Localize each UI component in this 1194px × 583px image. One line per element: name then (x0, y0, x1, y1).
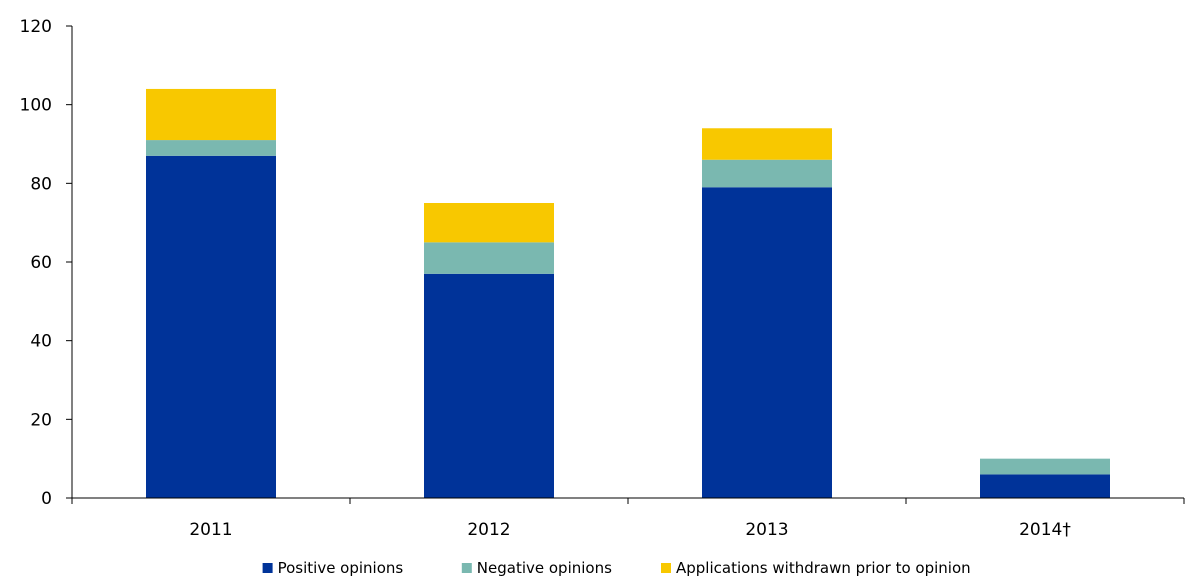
x-tick-label-1: 2012 (467, 520, 510, 540)
y-tick-label-120: 120 (20, 17, 52, 37)
legend-label-applications-withdrawn-prior-to-opinion: Applications withdrawn prior to opinion (676, 559, 971, 577)
bar-positive-opinions-0 (146, 155, 276, 499)
bar-negative-opinions-0 (146, 140, 276, 156)
bar-applications-withdrawn-prior-to-opinion-2 (702, 128, 832, 160)
legend-label-negative-opinions: Negative opinions (477, 559, 612, 577)
bar-negative-opinions-2 (702, 159, 832, 188)
bar-positive-opinions-2 (702, 187, 832, 498)
bar-positive-opinions-3 (980, 474, 1110, 498)
bar-applications-withdrawn-prior-to-opinion-0 (146, 88, 276, 141)
bar-negative-opinions-3 (980, 458, 1110, 475)
legend-swatch-positive-opinions (262, 563, 273, 573)
legend-label-positive-opinions: Positive opinions (278, 559, 404, 577)
y-tick-label-60: 60 (30, 253, 52, 273)
y-tick-label-80: 80 (30, 174, 52, 194)
legend-swatch-applications-withdrawn-prior-to-opinion (661, 563, 671, 573)
x-tick-label-0: 2011 (189, 520, 232, 540)
bars-layer (146, 88, 1110, 499)
y-tick-label-20: 20 (30, 410, 52, 430)
bar-applications-withdrawn-prior-to-opinion-1 (424, 203, 554, 243)
legend-swatch-negative-opinions (461, 563, 472, 573)
y-tick-label-0: 0 (41, 489, 52, 509)
y-tick-label-40: 40 (30, 332, 52, 352)
x-tick-label-3: 2014† (1019, 520, 1071, 540)
y-tick-label-100: 100 (20, 96, 52, 116)
legend: Positive opinions Negative opinions Applic… (262, 559, 971, 577)
x-tick-label-2: 2013 (745, 520, 788, 540)
bar-positive-opinions-1 (424, 273, 554, 498)
axes-layer: 0 20 40 60 80 100 120 2011 2012 2013 2014† (20, 17, 1185, 540)
bar-negative-opinions-1 (424, 242, 554, 274)
